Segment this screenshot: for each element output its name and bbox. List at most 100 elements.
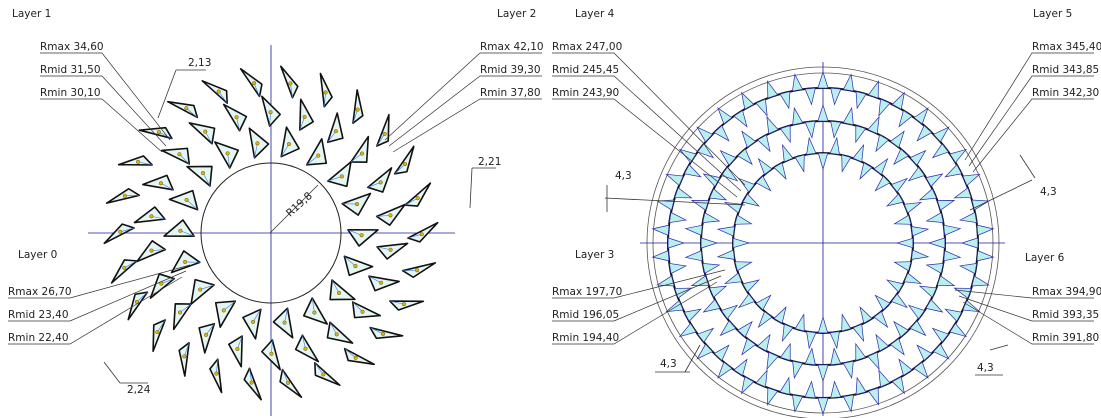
tooth [807, 138, 816, 155]
radius-label: Rmin 37,80 [480, 87, 541, 99]
blade [202, 81, 227, 103]
tooth [831, 88, 841, 104]
blade [377, 243, 408, 259]
radius-label: Rmax 26,70 [8, 286, 72, 298]
blade-hole [250, 381, 254, 385]
blade-hole [360, 233, 364, 237]
tooth [910, 321, 925, 336]
blade-hole [322, 373, 326, 377]
tooth [669, 212, 686, 222]
tooth [758, 159, 772, 175]
tooth [818, 153, 827, 169]
tooth [818, 365, 828, 381]
blade-hole [379, 281, 383, 285]
blade [280, 370, 301, 398]
tooth [909, 167, 925, 180]
blade-hole [289, 82, 293, 86]
blade [315, 363, 340, 385]
layer-label: Layer 3 [575, 249, 614, 261]
tooth [927, 263, 944, 273]
blade-hole [178, 152, 182, 156]
blade-hole [354, 264, 358, 268]
tooth [911, 250, 928, 259]
radius-label: Rmin 30,10 [40, 87, 101, 99]
tooth [718, 108, 732, 124]
radius-label: Rmax 34,60 [40, 41, 104, 53]
tooth [937, 200, 954, 210]
tooth [684, 309, 700, 321]
blade [351, 137, 368, 163]
blade-hole [204, 130, 208, 134]
blade-hole [316, 154, 320, 158]
tooth [668, 238, 684, 248]
tooth [972, 276, 989, 286]
tooth [795, 155, 804, 172]
tooth [891, 178, 907, 192]
blade [348, 230, 378, 246]
tooth [714, 345, 729, 360]
blade-hole [335, 333, 339, 337]
blade-hole [236, 347, 240, 351]
tooth [697, 127, 712, 142]
tooth [742, 93, 754, 110]
tooth [669, 263, 686, 273]
tooth [701, 238, 717, 248]
tooth [960, 212, 977, 222]
radius-label: Rmin 22,40 [8, 332, 69, 344]
blade [328, 162, 351, 187]
tooth [856, 344, 866, 361]
tooth [891, 294, 907, 308]
tooth [720, 321, 735, 336]
tooth [843, 361, 853, 378]
tooth [756, 176, 771, 191]
dimension-label: 4,3 [1040, 186, 1057, 198]
tooth [756, 295, 771, 310]
tooth [891, 339, 905, 355]
tooth [892, 93, 904, 110]
blade-hole [123, 194, 127, 198]
blade [370, 328, 402, 339]
tooth [735, 262, 752, 271]
blade [405, 183, 430, 206]
dimension-line [104, 362, 120, 383]
tooth [739, 294, 755, 308]
blade [328, 113, 343, 142]
tooth [805, 382, 815, 398]
tooth [692, 200, 709, 210]
radius-label: Rmax 394,90 [1032, 286, 1101, 298]
tooth [742, 377, 754, 394]
tooth [894, 215, 911, 224]
dimension-label: R19,8 [284, 190, 315, 219]
radius-label: Rmin 194,40 [552, 332, 619, 344]
layer-label: Layer 4 [575, 8, 615, 20]
blade-hole [334, 129, 338, 133]
tooth [842, 314, 851, 331]
tooth [891, 131, 905, 147]
tooth [742, 131, 756, 147]
tooth [738, 149, 752, 164]
tooth [680, 323, 696, 336]
tooth [894, 262, 911, 271]
blade-hole [379, 181, 383, 185]
tooth [962, 238, 978, 248]
tooth [843, 395, 853, 412]
tooth [874, 311, 888, 327]
radius-label: Rmid 31,50 [40, 64, 101, 76]
dimension-label: 4,3 [615, 170, 632, 182]
tooth [780, 125, 790, 142]
radius-label: Rmid 23,40 [8, 309, 69, 321]
blade [216, 301, 236, 327]
tooth [933, 144, 949, 158]
dimension-line [990, 345, 1008, 350]
blade [174, 304, 191, 330]
tooth [876, 335, 888, 351]
tooth [675, 188, 692, 198]
radius-label: Rmin 391,80 [1032, 332, 1099, 344]
blade-hole [150, 214, 154, 218]
tooth [680, 149, 696, 162]
blade [241, 69, 262, 97]
tooth [843, 74, 853, 91]
tooth [718, 250, 735, 259]
dimension-line [1020, 155, 1035, 178]
tooth [734, 359, 747, 375]
